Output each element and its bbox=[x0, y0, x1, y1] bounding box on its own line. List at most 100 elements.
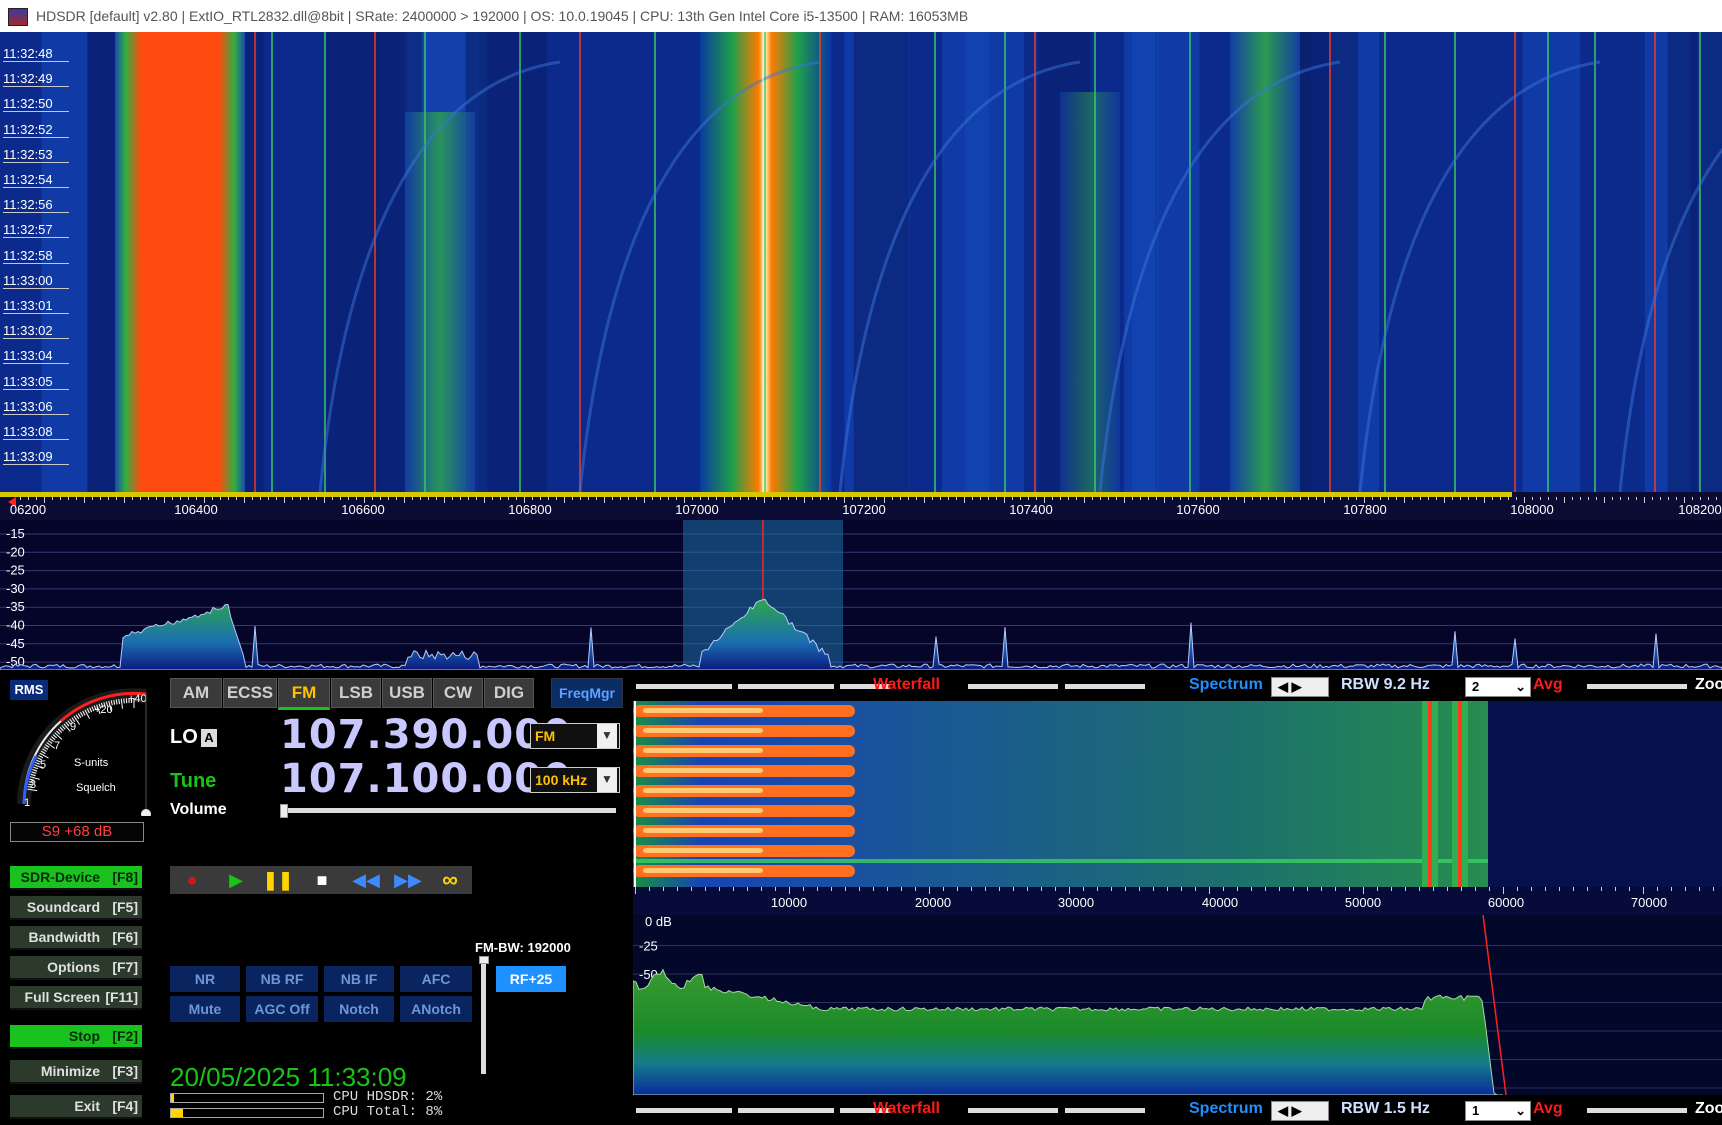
spectrum-contrast-slider-2[interactable] bbox=[968, 1108, 1058, 1113]
cpu-hdsdr-bar bbox=[170, 1093, 324, 1103]
frequency-tick bbox=[724, 497, 725, 503]
loop-icon[interactable]: ∞ bbox=[442, 867, 458, 892]
station-trace bbox=[1230, 32, 1300, 492]
freq-manager-button[interactable]: FreqMgr bbox=[551, 678, 623, 708]
rewind-icon[interactable]: ◀◀ bbox=[352, 870, 380, 890]
frequency-tick bbox=[764, 497, 765, 503]
afc-button[interactable]: AFC bbox=[400, 966, 472, 992]
stepper-arrows-icon[interactable]: ◀ ▶ bbox=[1278, 1103, 1302, 1118]
audio-waterfall[interactable] bbox=[633, 701, 1722, 887]
frequency-tick bbox=[452, 497, 453, 500]
frequency-tick bbox=[508, 497, 509, 500]
waterfall-contrast-slider-2[interactable] bbox=[636, 1108, 732, 1113]
volume-slider-thumb[interactable] bbox=[280, 804, 288, 818]
mode-cw-button[interactable]: CW bbox=[433, 678, 483, 708]
spectrum-contrast-slider[interactable] bbox=[968, 684, 1058, 689]
agc-off-button[interactable]: AGC Off bbox=[246, 996, 318, 1022]
frequency-tick bbox=[1596, 497, 1597, 500]
notch-button[interactable]: Notch bbox=[324, 996, 394, 1022]
app-icon[interactable] bbox=[8, 8, 28, 26]
audio-frequency-tick bbox=[1433, 887, 1434, 891]
avg-select-2[interactable]: 1 ⌄ bbox=[1465, 1101, 1531, 1121]
stepper-left-icon[interactable]: ◀ ▶ bbox=[1278, 679, 1302, 694]
meter-tick bbox=[29, 776, 40, 780]
full-screen-button[interactable]: Full Screen [F11] bbox=[10, 986, 142, 1010]
audio-frequency-axis[interactable]: 10000 20000 30000 40000 50000 60000 70000 bbox=[633, 887, 1722, 915]
main-frequency-axis[interactable]: 06200 106400 106600 106800 107000 107200 10740… bbox=[0, 492, 1722, 520]
exit-button[interactable]: Exit [F4] bbox=[10, 1095, 142, 1119]
waterfall-contrast-slider[interactable] bbox=[636, 684, 732, 689]
audio-waterfall-image bbox=[633, 701, 1722, 887]
lo-frequency-display[interactable]: 107.390.000 bbox=[280, 712, 572, 758]
volume-slider[interactable] bbox=[280, 808, 616, 813]
rbw-stepper-2[interactable]: ◀ ▶ bbox=[1271, 1101, 1329, 1121]
mode-usb-button[interactable]: USB bbox=[382, 678, 432, 708]
frequency-tick bbox=[204, 497, 205, 503]
meter-tick bbox=[37, 757, 43, 761]
rbw-stepper[interactable]: ◀ ▶ bbox=[1271, 677, 1329, 697]
sdr-device-button[interactable]: SDR-Device [F8] bbox=[10, 866, 142, 890]
spectrum-brightness-slider[interactable] bbox=[1065, 684, 1145, 689]
frequency-tick-label: 106400 bbox=[174, 502, 218, 517]
nb-rf-button[interactable]: NB RF bbox=[246, 966, 318, 992]
audio-frequency-tick bbox=[1181, 887, 1182, 891]
frequency-tick bbox=[596, 497, 597, 500]
fm-bandwidth-slider-thumb[interactable] bbox=[479, 956, 489, 964]
tune-frequency-display[interactable]: 107.100.000 bbox=[280, 756, 572, 802]
mode-am-button[interactable]: AM bbox=[170, 678, 222, 708]
minimize-button[interactable]: Minimize [F3] bbox=[10, 1060, 142, 1084]
waterfall-speed-slider-2[interactable] bbox=[840, 1108, 890, 1113]
main-spectrum[interactable]: -15 -20 -25 -30 -35 -40 -45 -50 bbox=[0, 520, 1722, 670]
main-waterfall[interactable] bbox=[0, 32, 1722, 492]
bandwidth-button[interactable]: Bandwidth [F6] bbox=[10, 926, 142, 950]
audio-burst-core bbox=[643, 748, 763, 753]
frequency-tick-label: 108200 bbox=[1678, 502, 1722, 517]
waterfall-brightness-slider[interactable] bbox=[738, 684, 834, 689]
stop-record-icon[interactable]: ■ bbox=[316, 870, 328, 890]
anotch-button[interactable]: ANotch bbox=[400, 996, 472, 1022]
frequency-tick bbox=[92, 497, 93, 500]
audio-frequency-tick bbox=[1237, 887, 1238, 891]
frequency-tick bbox=[300, 497, 301, 500]
soundcard-button[interactable]: Soundcard [F5] bbox=[10, 896, 142, 920]
waterfall-brightness-slider-2[interactable] bbox=[738, 1108, 834, 1113]
tune-step-select[interactable]: 100 kHz ▼ bbox=[530, 767, 620, 793]
fm-bandwidth-slider[interactable] bbox=[481, 956, 486, 1074]
filter-edge-line[interactable] bbox=[1482, 915, 1507, 1095]
frequency-tick bbox=[628, 497, 629, 500]
audio-frequency-tick bbox=[971, 887, 972, 891]
meter-tick bbox=[75, 714, 80, 720]
options-button[interactable]: Options [F7] bbox=[10, 956, 142, 980]
frequency-tick bbox=[1284, 497, 1285, 503]
demod-mode-select[interactable]: FM ▼ bbox=[530, 723, 620, 749]
nr-button[interactable]: NR bbox=[170, 966, 240, 992]
spectrum-brightness-slider-2[interactable] bbox=[1065, 1108, 1145, 1113]
mode-ecss-button[interactable]: ECSS bbox=[223, 678, 277, 708]
frequency-tick bbox=[1052, 497, 1053, 500]
waterfall-speed-slider[interactable] bbox=[840, 684, 890, 689]
audio-frequency-tick bbox=[957, 887, 958, 891]
audio-frequency-tick bbox=[915, 887, 916, 891]
stop-button[interactable]: Stop [F2] bbox=[10, 1025, 142, 1049]
frequency-tick bbox=[1156, 497, 1157, 500]
nb-if-button[interactable]: NB IF bbox=[324, 966, 394, 992]
lo-vfo-badge[interactable]: A bbox=[201, 729, 217, 747]
rms-toggle[interactable]: RMS bbox=[10, 680, 48, 700]
rf-gain-button[interactable]: RF+25 bbox=[496, 966, 566, 992]
mode-fm-button[interactable]: FM bbox=[278, 678, 330, 710]
fast-forward-icon[interactable]: ▶▶ bbox=[394, 870, 422, 890]
pause-icon[interactable]: ❚❚ bbox=[262, 870, 294, 890]
frequency-tick bbox=[156, 497, 157, 500]
audio-spectrum[interactable]: 0 dB-25-50-75-100-125-150 bbox=[633, 915, 1722, 1095]
mute-button[interactable]: Mute bbox=[170, 996, 240, 1022]
frequency-tick bbox=[612, 497, 613, 500]
squelch-slider-knob[interactable] bbox=[141, 809, 151, 816]
mode-dig-button[interactable]: DIG bbox=[484, 678, 534, 708]
mode-lsb-button[interactable]: LSB bbox=[331, 678, 381, 708]
record-icon[interactable]: ● bbox=[186, 870, 198, 890]
avg-select[interactable]: 2 ⌄ bbox=[1465, 677, 1531, 697]
play-icon[interactable]: ▶ bbox=[229, 870, 243, 890]
zoom-slider[interactable] bbox=[1587, 684, 1687, 689]
zoom-slider-2[interactable] bbox=[1587, 1108, 1687, 1113]
scroll-left-marker-icon[interactable] bbox=[8, 497, 16, 507]
